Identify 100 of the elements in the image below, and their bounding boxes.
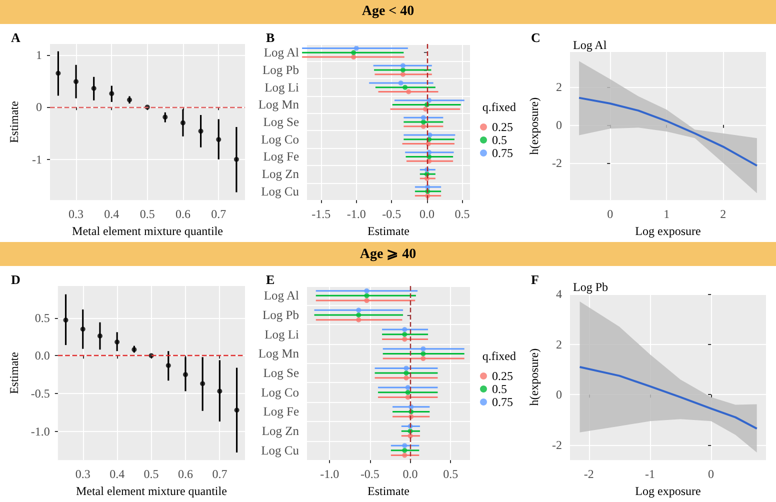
x-tick-label: -0.5 [360, 467, 380, 482]
x-tick-label: 2 [720, 207, 726, 222]
chart-subtitle: Log Al [573, 38, 608, 52]
point [97, 333, 102, 338]
y-tick-label: -1.0 [30, 424, 50, 438]
x-tick-label: 0 [708, 467, 714, 482]
point [80, 326, 86, 332]
legend-label: 0.75 [492, 146, 513, 160]
chart-subtitle: Log Pb [573, 280, 608, 294]
point [63, 318, 68, 323]
text: Age < 40 [0, 0, 776, 24]
point [217, 388, 222, 394]
y-tick-label: Log Co [261, 385, 299, 400]
y-tick-label: 2 [556, 80, 562, 94]
point [56, 70, 61, 76]
x-tick-label: -1.5 [312, 207, 331, 222]
point [162, 114, 168, 120]
y-tick-label: Log Co [261, 132, 299, 146]
text: Age ⩾ 40 [0, 242, 776, 266]
y-tick-label: -1 [32, 152, 42, 166]
y-axis-title: Estimate [7, 101, 21, 144]
x-tick-label: -2 [584, 467, 594, 482]
point [234, 156, 239, 162]
legend-title: q.fixed [482, 349, 516, 363]
y-tick-label: Log Al [264, 46, 300, 60]
legend-title: q.fixed [482, 100, 516, 114]
x-axis-title: Log exposure [635, 224, 701, 238]
x-axis-title: Estimate [368, 224, 410, 238]
x-axis-title: Metal element mixture quantile [76, 484, 227, 498]
y-tick-label: Log Li [264, 327, 300, 342]
y-tick-label: 4 [556, 287, 562, 301]
x-tick-label: 0.3 [75, 467, 90, 482]
x-tick-label: -0.5 [382, 207, 402, 222]
y-tick-label: Log Mn [258, 98, 300, 112]
x-tick-label: 0.7 [212, 467, 228, 482]
line-series [578, 96, 758, 167]
y-tick-label: Log Se [263, 366, 300, 380]
chart-title: F [531, 272, 539, 287]
x-tick-label: 0 [607, 207, 614, 222]
y-axis-title: h(exposure) [527, 97, 541, 155]
point [180, 120, 186, 126]
y-tick-label: -2 [552, 438, 562, 452]
x-tick-label: 0.5 [144, 467, 159, 482]
x-tick-label: 0.5 [454, 207, 470, 222]
x-axis-title: Log exposure [635, 484, 701, 498]
x-tick-label: -1.0 [320, 467, 340, 482]
x-tick-label: 0.6 [178, 467, 193, 482]
y-tick-label: Log Se [263, 115, 300, 130]
point [166, 362, 171, 368]
x-axis-title: Metal element mixture quantile [72, 224, 223, 238]
y-tick-label: Log Cu [261, 443, 300, 458]
point [114, 340, 120, 345]
x-tick-label: 1 [664, 207, 670, 222]
y-tick-label: 2 [556, 337, 562, 352]
y-tick-label: 1 [36, 48, 42, 62]
y-tick-label: -0.5 [30, 386, 50, 400]
y-tick-label: Log Zn [262, 424, 300, 438]
point [216, 137, 222, 142]
chart-title: D [11, 272, 20, 287]
x-tick-label: 0.7 [211, 207, 226, 222]
point [234, 408, 240, 413]
y-tick-label: Log Pb [262, 63, 299, 78]
y-tick-label: Log Fe [263, 404, 300, 419]
x-tick-label: 0.0 [419, 207, 434, 222]
y-tick-label: Log Mn [258, 346, 300, 361]
y-tick-label: Log Zn [262, 167, 300, 182]
point [74, 79, 79, 84]
x-tick-label: 0.6 [175, 207, 190, 222]
point [91, 86, 96, 91]
legend-label: 0.75 [492, 395, 513, 409]
y-axis-title: Estimate [7, 352, 21, 394]
x-tick-label: -1 [644, 467, 655, 482]
point [109, 91, 114, 96]
x-tick-label: 0.0 [402, 467, 418, 482]
legend-label: 0.5 [492, 133, 507, 147]
y-tick-label: Log Li [264, 80, 300, 94]
x-tick-label: 0.4 [104, 207, 120, 222]
y-tick-label: Log Cu [261, 184, 300, 198]
legend-label: 0.25 [492, 369, 513, 383]
chart-title: C [531, 30, 540, 45]
x-tick-label: 0.4 [110, 467, 125, 482]
chart-title: B [266, 30, 275, 45]
x-tick-label: 0.3 [68, 207, 84, 222]
x-tick-label: 0.5 [443, 467, 458, 482]
x-axis-title: Estimate [368, 484, 410, 498]
x-tick-label: 0.5 [140, 207, 155, 222]
y-tick-label: Log Pb [262, 308, 299, 322]
y-tick-label: Log Fe [263, 150, 300, 164]
y-tick-label: 0 [556, 118, 562, 132]
legend-label: 0.25 [492, 120, 513, 134]
chart-title: A [11, 30, 21, 45]
point [182, 372, 188, 378]
y-tick-label: 0.5 [34, 310, 50, 325]
point [198, 128, 204, 134]
y-tick-label: 0 [556, 388, 562, 402]
x-tick-label: -1.0 [346, 207, 366, 222]
line-series [578, 366, 758, 430]
legend-label: 0.5 [492, 382, 507, 396]
y-tick-label: 0 [36, 100, 42, 114]
y-tick-label: Log Al [264, 288, 300, 303]
